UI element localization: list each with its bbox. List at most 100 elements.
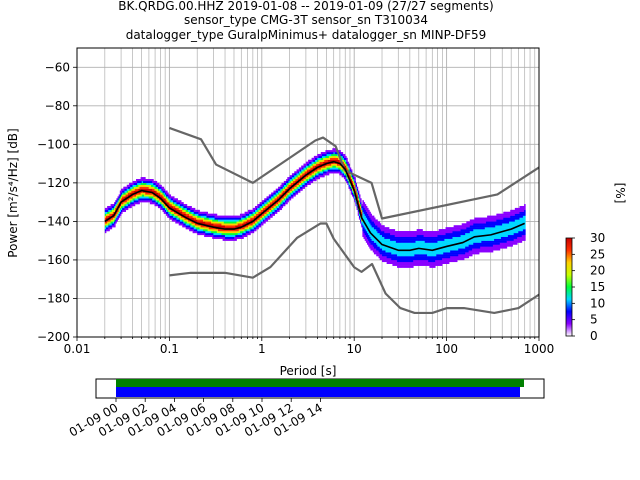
heatmap-cell bbox=[482, 246, 485, 249]
heatmap-cell bbox=[172, 202, 175, 205]
heatmap-cell bbox=[492, 236, 495, 239]
heatmap-cell bbox=[234, 232, 236, 236]
heatmap-cell bbox=[319, 155, 322, 159]
heatmap-cell bbox=[491, 242, 494, 245]
heatmap-cell bbox=[224, 229, 227, 232]
heatmap-cell bbox=[409, 244, 412, 247]
heatmap-cell bbox=[392, 250, 394, 253]
heatmap-cell bbox=[220, 236, 222, 239]
heatmap-cell bbox=[187, 211, 190, 214]
heatmap-cell bbox=[163, 200, 166, 203]
heatmap-cell bbox=[333, 150, 336, 153]
heatmap-cell bbox=[109, 211, 111, 214]
heatmap-cell bbox=[436, 244, 438, 247]
heatmap-cell bbox=[477, 231, 480, 234]
heatmap-cell bbox=[489, 242, 491, 245]
heatmap-cell bbox=[220, 217, 222, 220]
heatmap-cell bbox=[435, 234, 437, 238]
heatmap-cell bbox=[136, 186, 138, 189]
heatmap-cell bbox=[222, 221, 225, 224]
heatmap-cell bbox=[479, 219, 481, 222]
heatmap-cell bbox=[107, 225, 109, 228]
heatmap-cell bbox=[107, 219, 109, 222]
heatmap-cell bbox=[301, 179, 303, 182]
heatmap-cell bbox=[280, 202, 282, 205]
heatmap-cell bbox=[197, 215, 199, 218]
heatmap-cell bbox=[405, 254, 407, 257]
heatmap-cell bbox=[390, 229, 392, 232]
heatmap-cell bbox=[367, 242, 369, 245]
heatmap-cell bbox=[334, 159, 337, 162]
heatmap-cell bbox=[224, 236, 227, 239]
heatmap-cell bbox=[423, 236, 426, 239]
heatmap-cell bbox=[205, 229, 207, 232]
heatmap-cell bbox=[451, 248, 453, 251]
heatmap-cell bbox=[172, 211, 175, 214]
heatmap-cell bbox=[324, 153, 326, 157]
heatmap-cell bbox=[365, 219, 368, 222]
heatmap-cell bbox=[294, 184, 296, 187]
heatmap-cell bbox=[325, 171, 327, 174]
heatmap-cell bbox=[331, 153, 333, 157]
heatmap-cell bbox=[290, 194, 293, 197]
heatmap-cell bbox=[425, 232, 428, 236]
heatmap-cell bbox=[228, 223, 230, 226]
heatmap-cell bbox=[417, 263, 420, 266]
heatmap-cell bbox=[233, 219, 235, 222]
heatmap-cell bbox=[162, 190, 165, 193]
heatmap-cell bbox=[432, 263, 435, 266]
heatmap-cell bbox=[458, 225, 460, 228]
heatmap-cell bbox=[438, 229, 441, 232]
heatmap-cell bbox=[138, 192, 140, 195]
heatmap-cell bbox=[399, 265, 401, 268]
heatmap-cell bbox=[271, 215, 273, 218]
heatmap-cell bbox=[192, 215, 195, 218]
heatmap-cell bbox=[401, 259, 404, 263]
heatmap-cell bbox=[189, 221, 191, 224]
heatmap-cell bbox=[332, 152, 334, 155]
heatmap-cell bbox=[151, 184, 153, 187]
heatmap-cell bbox=[184, 205, 187, 209]
heatmap-cell bbox=[137, 198, 139, 201]
heatmap-cell bbox=[454, 227, 457, 230]
heatmap-cell bbox=[477, 227, 480, 230]
heatmap-cell bbox=[361, 221, 363, 224]
heatmap-cell bbox=[333, 167, 336, 170]
heatmap-cell bbox=[369, 215, 371, 218]
heatmap-cell bbox=[311, 180, 314, 184]
heatmap-cell bbox=[454, 225, 457, 228]
heatmap-cell bbox=[176, 217, 178, 220]
heatmap-cell bbox=[360, 202, 362, 205]
heatmap-cell bbox=[303, 169, 306, 172]
heatmap-cell bbox=[473, 238, 475, 241]
heatmap-cell bbox=[418, 263, 421, 266]
heatmap-cell bbox=[353, 180, 355, 184]
heatmap-cell bbox=[427, 250, 429, 253]
heatmap-cell bbox=[394, 250, 397, 253]
heatmap-cell bbox=[342, 155, 345, 159]
heatmap-cell bbox=[256, 215, 258, 218]
heatmap-cell bbox=[464, 252, 466, 255]
heatmap-cell bbox=[108, 205, 110, 209]
heatmap-cell bbox=[186, 221, 189, 224]
heatmap-cell bbox=[183, 219, 185, 222]
heatmap-cell bbox=[278, 194, 280, 197]
heatmap-cell bbox=[467, 232, 470, 236]
heatmap-cell bbox=[144, 196, 146, 199]
heatmap-cell bbox=[451, 254, 453, 257]
heatmap-cell bbox=[454, 259, 457, 263]
heatmap-cell bbox=[490, 231, 493, 234]
heatmap-cell bbox=[345, 165, 347, 168]
heatmap-cell bbox=[174, 200, 176, 203]
heatmap-cell bbox=[284, 182, 287, 185]
heatmap-cell bbox=[144, 184, 146, 187]
heatmap-cell bbox=[105, 229, 108, 232]
heatmap-cell bbox=[375, 244, 377, 247]
heatmap-cell bbox=[204, 219, 206, 222]
heatmap-cell bbox=[104, 207, 107, 211]
heatmap-cell bbox=[388, 240, 391, 243]
heatmap-cell bbox=[289, 196, 292, 199]
heatmap-cell bbox=[243, 223, 245, 226]
heatmap-cell bbox=[253, 221, 256, 224]
heatmap-cell bbox=[391, 240, 393, 243]
